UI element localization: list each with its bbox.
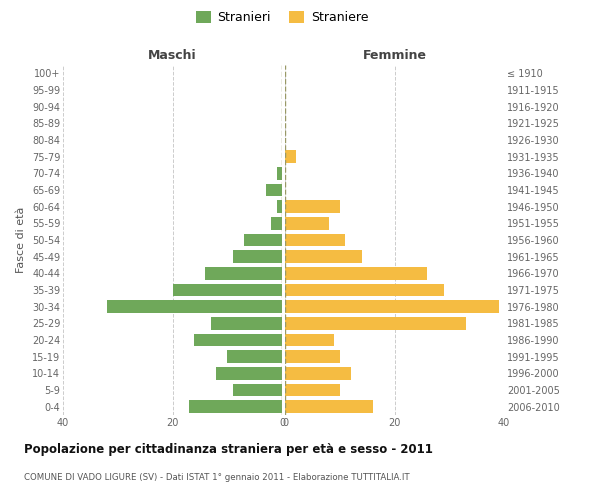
Bar xyxy=(285,250,362,263)
Bar xyxy=(285,150,296,163)
Title: Maschi: Maschi xyxy=(148,50,197,62)
Bar xyxy=(227,350,282,363)
Bar xyxy=(233,384,282,396)
Bar xyxy=(285,317,466,330)
Bar xyxy=(271,217,282,230)
Bar xyxy=(277,167,282,179)
Bar xyxy=(266,184,282,196)
Legend: Stranieri, Straniere: Stranieri, Straniere xyxy=(191,6,373,29)
Bar xyxy=(285,334,334,346)
Text: COMUNE DI VADO LIGURE (SV) - Dati ISTAT 1° gennaio 2011 - Elaborazione TUTTITALI: COMUNE DI VADO LIGURE (SV) - Dati ISTAT … xyxy=(24,472,410,482)
Bar xyxy=(107,300,282,313)
Bar xyxy=(277,200,282,213)
Bar xyxy=(285,200,340,213)
Bar xyxy=(285,267,427,280)
Bar xyxy=(244,234,282,246)
Bar xyxy=(285,217,329,230)
Bar xyxy=(285,284,444,296)
Bar xyxy=(285,300,499,313)
Bar xyxy=(285,367,351,380)
Y-axis label: Fasce di età: Fasce di età xyxy=(16,207,26,273)
Title: Femmine: Femmine xyxy=(362,50,427,62)
Bar xyxy=(194,334,282,346)
Bar xyxy=(285,384,340,396)
Text: Popolazione per cittadinanza straniera per età e sesso - 2011: Popolazione per cittadinanza straniera p… xyxy=(24,442,433,456)
Bar xyxy=(233,250,282,263)
Bar xyxy=(285,234,345,246)
Bar xyxy=(285,350,340,363)
Bar xyxy=(205,267,282,280)
Bar xyxy=(173,284,282,296)
Bar xyxy=(285,400,373,413)
Bar xyxy=(217,367,282,380)
Bar xyxy=(189,400,282,413)
Bar xyxy=(211,317,282,330)
